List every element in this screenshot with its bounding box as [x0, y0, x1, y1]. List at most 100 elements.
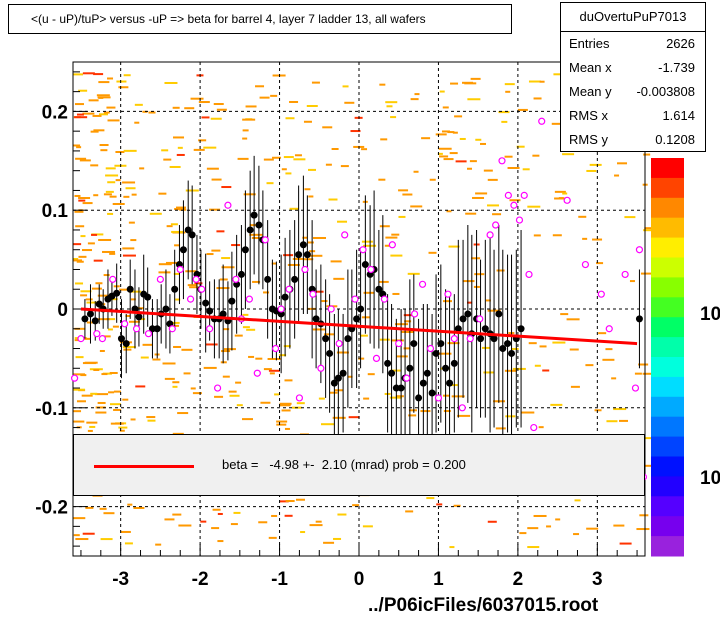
hist-cell — [190, 97, 204, 100]
hist-cell — [193, 148, 205, 151]
hist-cell — [105, 167, 116, 170]
profile-point — [339, 369, 347, 377]
hist-cell — [527, 546, 540, 549]
hist-cell — [504, 369, 517, 372]
hist-cell — [448, 384, 458, 387]
open-marker — [444, 290, 452, 298]
stats-label: RMS y — [569, 132, 608, 147]
hist-cell — [155, 543, 162, 546]
hist-cell — [73, 420, 85, 423]
hist-cell — [89, 425, 96, 428]
hist-cell — [105, 174, 119, 177]
hist-cell — [100, 149, 108, 152]
hist-cell — [276, 420, 288, 423]
hist-cell — [570, 385, 580, 388]
open-marker — [261, 236, 269, 244]
open-marker — [621, 270, 629, 279]
profile-point — [312, 315, 320, 323]
hist-cell — [551, 122, 564, 125]
hist-cell — [527, 205, 541, 208]
hist-cell — [74, 103, 84, 106]
hist-cell — [101, 373, 108, 376]
open-marker — [232, 275, 240, 283]
y-tick-label: 0 — [57, 300, 68, 321]
stats-box: duOvertuPuP7013 Entries 2626 Mean x -1.7… — [560, 2, 706, 152]
hist-cell — [158, 271, 171, 274]
hist-cell — [268, 536, 277, 539]
hist-cell — [586, 169, 597, 172]
profile-point — [113, 289, 121, 297]
palette-cell — [651, 297, 684, 318]
hist-cell — [363, 244, 377, 247]
profile-point — [162, 305, 170, 313]
profile-point — [295, 251, 303, 259]
hist-cell — [413, 170, 419, 173]
hist-cell — [106, 106, 116, 109]
hist-cell — [216, 230, 225, 233]
hist-cell — [255, 357, 263, 360]
profile-point — [504, 340, 512, 348]
palette-cell — [651, 416, 684, 438]
hist-cell — [130, 239, 137, 242]
hist-cell — [283, 345, 291, 348]
hist-cell — [410, 98, 419, 101]
hist-cell — [462, 280, 475, 283]
profile-point — [135, 313, 143, 321]
x-tick-label: 2 — [513, 569, 524, 590]
hist-cell — [146, 416, 156, 419]
hist-cell — [421, 137, 431, 140]
hist-cell — [311, 81, 320, 84]
hist-cell — [75, 538, 89, 541]
hist-cell — [259, 96, 270, 99]
hist-cell — [267, 357, 281, 360]
profile-point — [495, 310, 503, 318]
hist-cell — [242, 313, 249, 316]
hist-cell — [88, 99, 99, 102]
hist-cell — [86, 421, 98, 424]
hist-cell — [263, 368, 272, 371]
hist-cell — [442, 394, 450, 397]
hist-cell — [276, 423, 287, 426]
stats-label: Mean x — [569, 60, 612, 75]
profile-point — [464, 310, 472, 318]
hist-cell — [361, 148, 368, 151]
hist-cell — [73, 517, 86, 520]
hist-cell — [242, 326, 250, 329]
profile-point — [264, 275, 272, 283]
hist-cell — [342, 85, 349, 88]
hist-cell — [130, 418, 136, 421]
profile-point — [86, 310, 94, 318]
hist-cell — [211, 249, 221, 252]
open-marker — [198, 285, 206, 293]
palette-cell — [651, 496, 684, 517]
hist-cell — [198, 139, 207, 142]
hist-cell — [133, 506, 145, 509]
hist-cell — [217, 540, 224, 543]
hist-cell — [453, 504, 461, 507]
hist-cell — [93, 368, 100, 371]
hist-cell — [467, 167, 473, 170]
open-marker — [520, 191, 528, 199]
hist-cell — [95, 406, 106, 409]
hist-cell — [109, 195, 117, 198]
profile-point — [219, 310, 227, 318]
hist-cell — [97, 294, 111, 297]
hist-cell — [539, 80, 545, 83]
hist-cell — [487, 178, 498, 181]
hist-cell — [172, 432, 184, 435]
hist-cell — [283, 254, 294, 257]
hist-cell — [172, 513, 182, 516]
open-marker — [530, 423, 538, 432]
hist-cell — [528, 80, 541, 83]
hist-cell — [469, 160, 477, 163]
open-marker — [213, 384, 222, 392]
hist-cell — [102, 372, 112, 375]
hist-cell — [367, 373, 375, 376]
hist-cell — [337, 220, 348, 223]
hist-cell — [328, 198, 338, 201]
hist-cell — [511, 347, 519, 350]
profile-point — [179, 246, 187, 254]
hist-cell — [333, 537, 342, 540]
open-marker — [98, 335, 106, 343]
hist-cell — [93, 194, 99, 197]
